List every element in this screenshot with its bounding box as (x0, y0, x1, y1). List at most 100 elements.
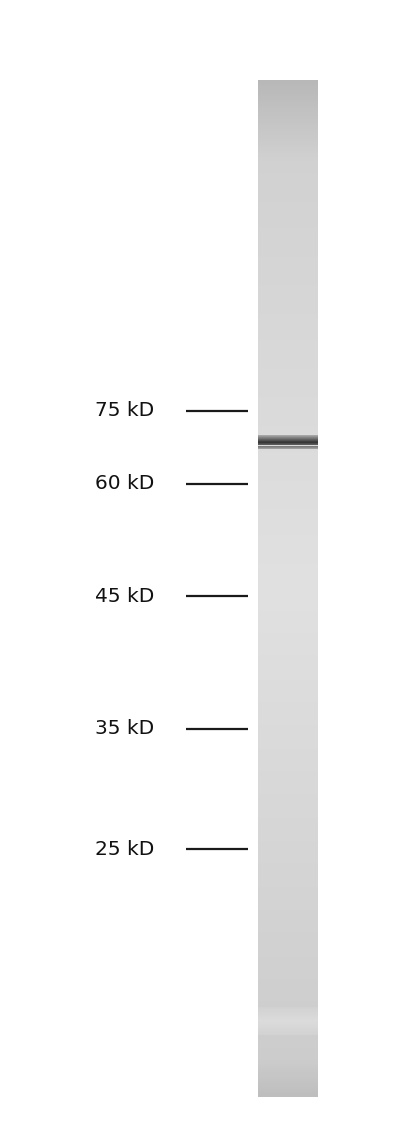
Bar (258, 798, 318, 800)
Bar (258, 458, 318, 460)
Bar (258, 190, 318, 191)
Bar (258, 883, 318, 885)
Bar (258, 434, 318, 435)
Bar (258, 906, 318, 908)
Bar (258, 739, 318, 741)
Bar (258, 115, 318, 117)
Bar (258, 888, 318, 890)
Bar (258, 920, 318, 922)
Bar (258, 558, 318, 560)
Bar (258, 357, 318, 359)
Bar (258, 570, 318, 573)
Bar (258, 472, 318, 475)
Bar (258, 880, 318, 881)
Bar (258, 395, 318, 397)
Bar (258, 246, 318, 249)
Bar (258, 870, 318, 871)
Bar (258, 951, 318, 953)
Bar (258, 328, 318, 330)
Bar (258, 173, 318, 176)
Bar (258, 662, 318, 664)
Bar (258, 996, 318, 997)
Bar (258, 191, 318, 193)
Bar (258, 855, 318, 857)
Bar (258, 125, 318, 127)
Bar (258, 604, 318, 606)
Bar (258, 538, 318, 540)
Bar (258, 220, 318, 223)
Bar (258, 979, 318, 981)
Bar (258, 792, 318, 794)
Bar (258, 141, 318, 143)
Bar (258, 261, 318, 263)
Bar (258, 928, 318, 930)
Bar (258, 973, 318, 975)
Bar (258, 277, 318, 279)
Bar (258, 1046, 318, 1048)
Bar (258, 470, 318, 472)
Bar (258, 86, 318, 88)
Bar (258, 914, 318, 916)
Bar (258, 151, 318, 153)
Bar (258, 371, 318, 372)
Bar (258, 273, 318, 276)
Bar (258, 478, 318, 480)
Bar (258, 1089, 318, 1091)
Bar (258, 1029, 318, 1032)
Bar (258, 1079, 318, 1081)
Bar (258, 822, 318, 825)
Bar (258, 1050, 318, 1052)
Bar (258, 513, 318, 515)
Bar (258, 440, 318, 442)
Bar (258, 1092, 318, 1095)
Bar (258, 180, 318, 181)
Bar (258, 1054, 318, 1056)
Bar (258, 755, 318, 757)
Bar (258, 835, 318, 837)
Text: 25 kD: 25 kD (95, 840, 154, 858)
Bar (258, 702, 318, 704)
Bar (258, 918, 318, 920)
Bar (258, 428, 318, 430)
Bar (258, 848, 318, 850)
Bar (258, 520, 318, 521)
Bar (258, 147, 318, 148)
Bar (258, 1036, 318, 1038)
Bar (258, 223, 318, 224)
Bar (258, 641, 318, 644)
Bar (258, 688, 318, 690)
Bar (258, 176, 318, 178)
Bar (258, 243, 318, 244)
Bar (258, 1034, 318, 1036)
Bar (258, 690, 318, 692)
Bar (258, 975, 318, 976)
Bar (258, 477, 318, 478)
Bar (258, 462, 318, 465)
Bar (258, 961, 318, 963)
Bar (258, 324, 318, 326)
Bar (258, 828, 318, 830)
Bar (258, 424, 318, 425)
Bar (258, 281, 318, 284)
Bar (258, 623, 318, 626)
Bar (258, 956, 318, 958)
Bar (258, 392, 318, 393)
Bar (258, 120, 318, 123)
Bar (258, 307, 318, 309)
Bar (258, 238, 318, 241)
Bar (258, 367, 318, 369)
Bar (258, 1072, 318, 1074)
Bar (258, 102, 318, 105)
Bar (258, 953, 318, 954)
Bar (258, 627, 318, 629)
Bar (258, 551, 318, 554)
Text: 35 kD: 35 kD (95, 720, 154, 738)
Bar (258, 719, 318, 721)
Bar (258, 107, 318, 108)
Bar (258, 674, 318, 676)
Bar (258, 543, 318, 546)
Text: 60 kD: 60 kD (95, 475, 154, 493)
Bar (258, 896, 318, 898)
Bar (258, 362, 318, 364)
Bar (258, 664, 318, 666)
